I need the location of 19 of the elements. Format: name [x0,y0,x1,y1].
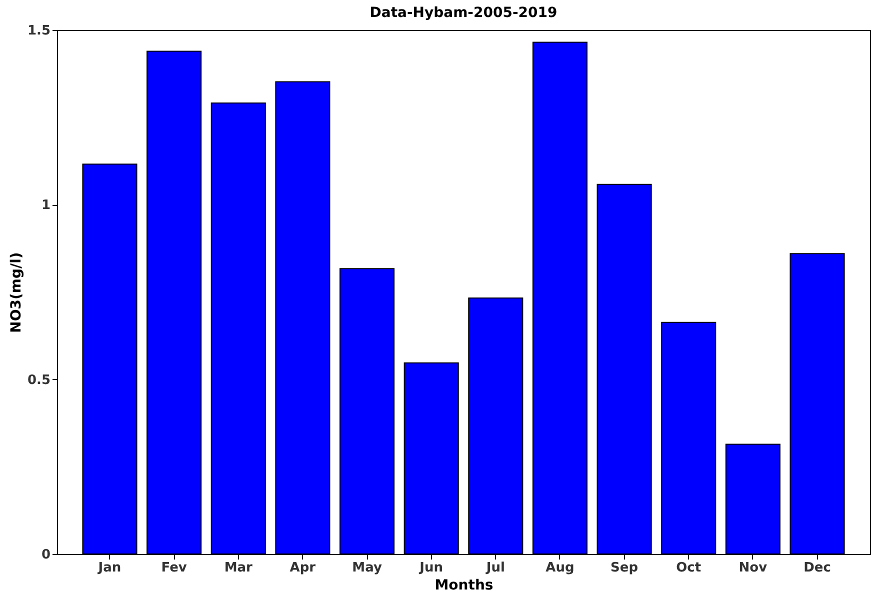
x-tick-label: Sep [610,560,638,576]
x-tick-label: May [352,560,382,576]
x-tick-label: Jun [418,560,444,576]
y-axis-title: NO3(mg/l) [8,252,24,333]
y-tick-label: 1 [41,198,50,214]
x-tick-label: Nov [738,560,768,576]
x-tick-label: Jul [485,560,505,576]
x-tick-label: Oct [676,560,702,576]
chart-title: Data-Hybam-2005-2019 [370,5,558,21]
x-tick-label: Mar [224,560,254,576]
x-tick-label: Apr [290,560,316,576]
x-tick-label: Dec [804,560,831,576]
x-tick-label: Jan [97,560,122,576]
y-tick-label: 0 [41,548,50,562]
x-tick-label: Fev [161,560,188,576]
x-tick-label: Aug [546,560,574,576]
x-axis-title: Months [434,578,494,594]
y-tick-label: 1.5 [27,24,50,38]
y-tick-label: 0.5 [27,372,50,388]
